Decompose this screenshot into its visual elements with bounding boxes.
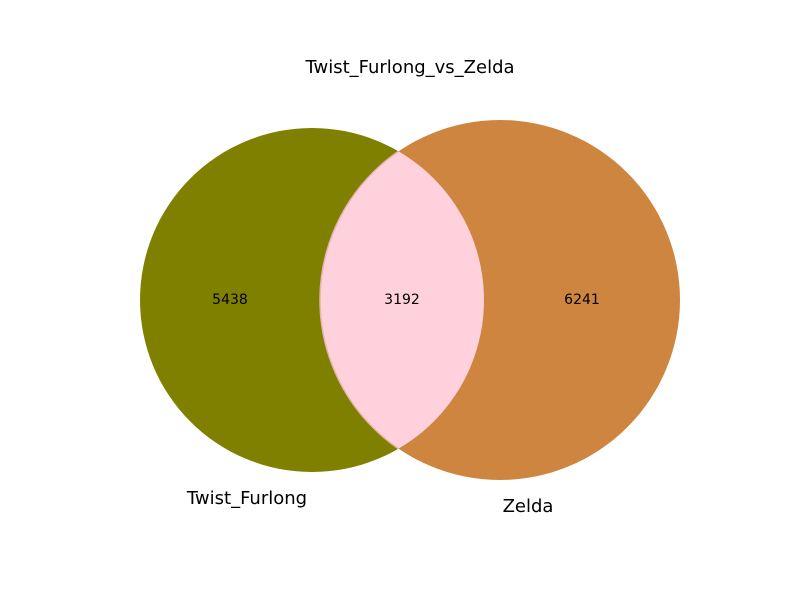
twist-furlong-only-count: 5438 — [212, 292, 248, 308]
intersection-count: 3192 — [384, 292, 420, 308]
twist-furlong-label: Twist_Furlong — [186, 488, 307, 509]
intersection-region — [319, 128, 484, 472]
zelda-only-count: 6241 — [564, 292, 600, 308]
zelda-label: Zelda — [503, 496, 554, 517]
chart-title: Twist_Furlong_vs_Zelda — [304, 57, 514, 78]
